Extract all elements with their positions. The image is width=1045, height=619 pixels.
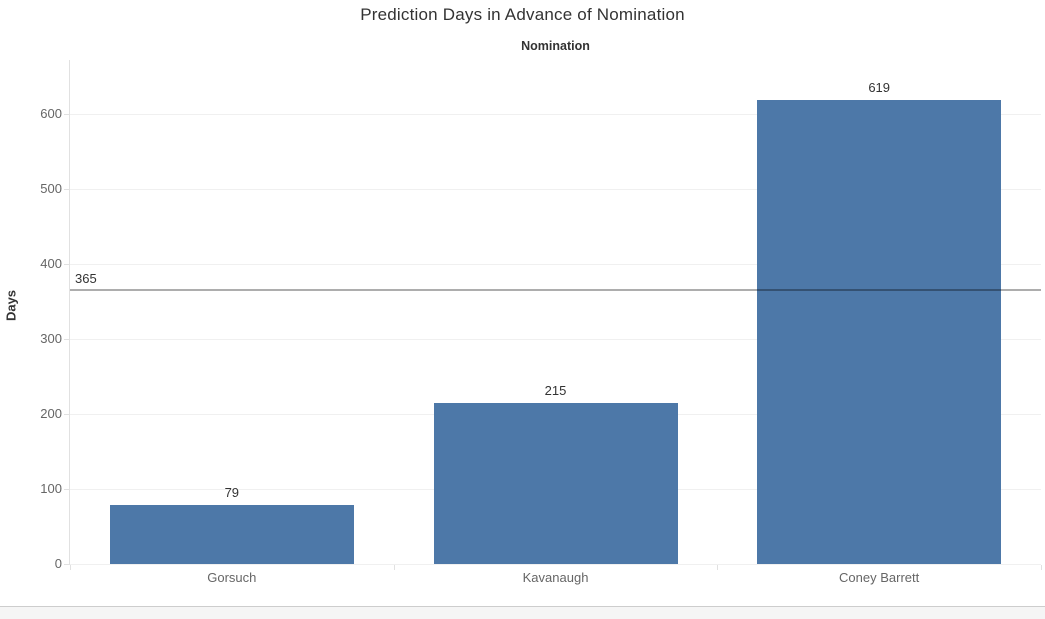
y-tick-label-600: 600 <box>40 106 62 121</box>
y-tick-label-200: 200 <box>40 406 62 421</box>
x-axis-boundary-tick-2 <box>717 565 719 570</box>
reference-line-label: 365 <box>75 271 97 287</box>
bar-kavanaugh[interactable] <box>433 402 678 565</box>
bar-value-label-gorsuch: 79 <box>224 484 240 500</box>
y-tick-label-100: 100 <box>40 481 62 496</box>
bar-value-label-coney-barrett: 619 <box>868 79 891 95</box>
y-axis-line <box>69 60 70 565</box>
y-tick-mark-300 <box>64 339 69 340</box>
x-axis-boundary-tick-0 <box>70 565 71 570</box>
y-gridline-0 <box>70 564 1041 565</box>
category-label-gorsuch: Gorsuch <box>207 570 257 585</box>
y-tick-label-400: 400 <box>40 256 62 271</box>
horizontal-scrollbar-track[interactable] <box>0 606 1045 619</box>
y-gridline-500 <box>70 189 1041 190</box>
y-gridline-600 <box>70 114 1041 115</box>
y-tick-mark-500 <box>64 189 69 190</box>
reference-line-365 <box>70 289 1041 292</box>
y-tick-mark-0 <box>64 564 69 565</box>
x-axis-boundary-tick-3 <box>1041 565 1042 570</box>
bar-value-label-kavanaugh: 215 <box>544 382 567 398</box>
chart-title: Prediction Days in Advance of Nomination <box>360 5 685 24</box>
bar-gorsuch[interactable] <box>109 504 354 565</box>
y-tick-label-300: 300 <box>40 331 62 346</box>
category-label-kavanaugh: Kavanaugh <box>522 570 589 585</box>
y-gridline-300 <box>70 339 1041 340</box>
bar-coney-barrett[interactable] <box>757 99 1002 565</box>
category-label-coney-barrett: Coney Barrett <box>839 570 920 585</box>
y-tick-label-0: 0 <box>54 556 62 571</box>
x-axis-boundary-tick-1 <box>393 565 395 570</box>
y-tick-label-500: 500 <box>40 181 62 196</box>
y-tick-mark-200 <box>64 414 69 415</box>
column-header-nomination: Nomination <box>521 39 590 53</box>
y-tick-mark-400 <box>64 264 69 265</box>
y-tick-mark-100 <box>64 489 69 490</box>
y-tick-mark-600 <box>64 114 69 115</box>
y-gridline-400 <box>70 264 1041 265</box>
